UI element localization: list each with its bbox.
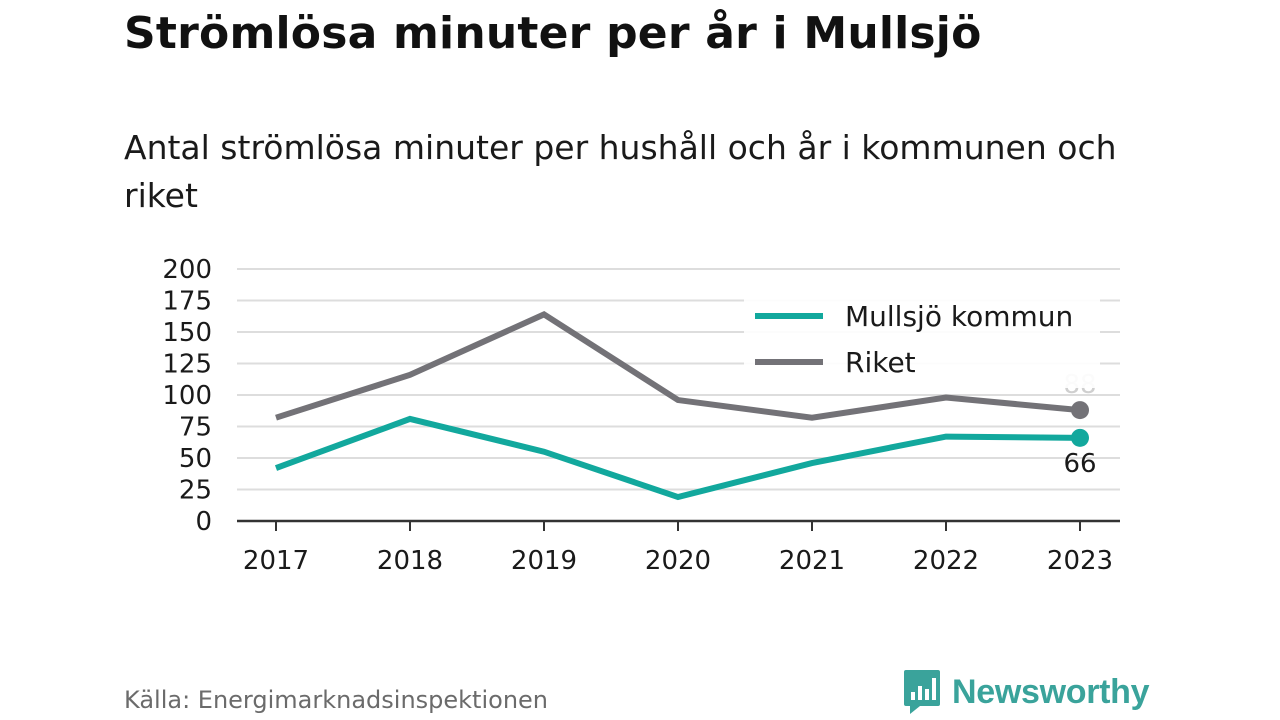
series-line-mullsj-kommun — [274, 415, 1081, 501]
series-end-point — [1071, 401, 1089, 420]
series-end-point — [1071, 428, 1089, 447]
x-tick-label: 2022 — [913, 546, 979, 576]
x-tick-label: 2020 — [645, 546, 711, 576]
y-tick-label: 50 — [179, 444, 212, 474]
x-tick-label: 2023 — [1047, 546, 1113, 576]
brand-logo: Newsworthy — [902, 668, 1150, 716]
legend-label: Riket — [845, 346, 916, 379]
x-tick-label: 2018 — [377, 546, 443, 576]
y-tick-label: 150 — [162, 318, 212, 348]
y-tick-label: 175 — [162, 287, 212, 317]
x-tick-label: 2021 — [779, 546, 845, 576]
chart-subtitle: Antal strömlösa minuter per hushåll och … — [124, 128, 1117, 215]
x-tick-label: 2019 — [511, 546, 577, 576]
y-tick-label: 125 — [162, 350, 212, 380]
series-line-riket — [275, 310, 1081, 421]
x-tick-label: 2017 — [243, 546, 309, 576]
y-tick-label: 25 — [179, 476, 212, 506]
page-title: Strömlösa minuter per år i Mullsjö — [124, 8, 982, 59]
legend-label: Mullsjö kommun — [845, 300, 1073, 333]
source-note: Källa: Energimarknadsinspektionen — [124, 686, 549, 714]
y-tick-label: 200 — [162, 255, 212, 285]
legend-background — [744, 292, 1100, 388]
newsworthy-logo-icon — [904, 670, 940, 714]
y-tick-label: 100 — [162, 381, 212, 411]
y-tick-label: 0 — [195, 507, 212, 537]
data-label: 66 — [1063, 449, 1096, 479]
brand-name: Newsworthy — [952, 672, 1150, 711]
y-tick-label: 75 — [179, 413, 212, 443]
